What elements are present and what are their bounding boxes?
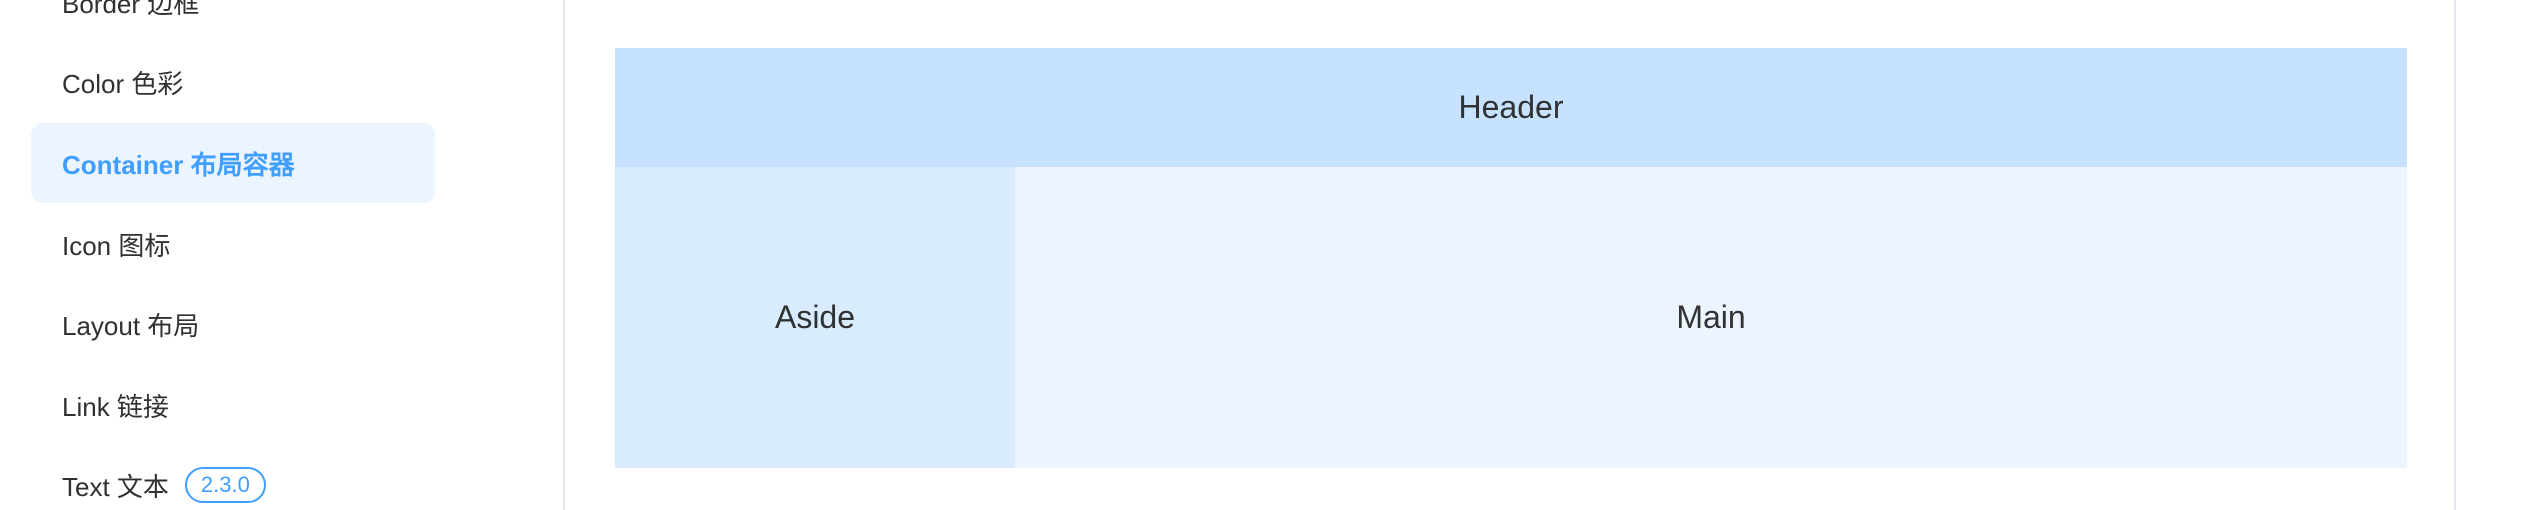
sidebar-item-label: Border 边框 <box>62 0 199 21</box>
sidebar-item-label: Container 布局容器 <box>62 145 295 182</box>
sidebar-item-label: Icon 图标 <box>62 226 170 263</box>
sidebar: Border 边框 Color 色彩 Container 布局容器 Icon 图… <box>0 0 565 510</box>
sidebar-item-link[interactable]: Link 链接 <box>31 365 435 445</box>
version-badge: 2.3.0 <box>185 467 266 503</box>
sidebar-item-label: Link 链接 <box>62 387 169 424</box>
sidebar-item-container[interactable]: Container 布局容器 <box>31 123 435 203</box>
demo-header: Header <box>615 48 2407 167</box>
sidebar-item-icon[interactable]: Icon 图标 <box>31 204 435 284</box>
sidebar-item-text[interactable]: Text 文本 2.3.0 <box>31 445 435 510</box>
sidebar-item-border[interactable]: Border 边框 <box>31 0 435 42</box>
sidebar-item-label: Text 文本 <box>62 467 169 504</box>
demo-main: Main <box>1015 167 2407 468</box>
sidebar-item-label: Layout 布局 <box>62 306 199 343</box>
content-area: Header Aside Main <box>565 0 2456 510</box>
sidebar-item-label: Color 色彩 <box>62 64 183 101</box>
sidebar-item-color[interactable]: Color 色彩 <box>31 42 435 122</box>
container-demo: Header Aside Main <box>615 48 2407 468</box>
sidebar-item-layout[interactable]: Layout 布局 <box>31 284 435 364</box>
demo-aside: Aside <box>615 167 1015 468</box>
